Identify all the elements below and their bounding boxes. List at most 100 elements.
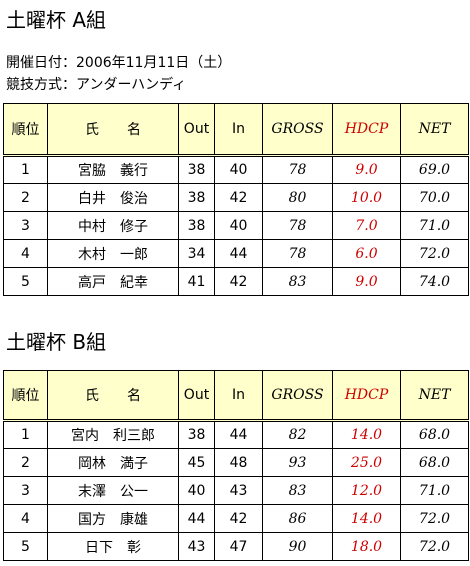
cell: 41 [178, 267, 215, 296]
cell: 71.0 [400, 211, 469, 240]
cell: 42 [214, 183, 263, 212]
data-row: 2 岡林 満子 45 48 93 25.0 68.0 [3, 448, 469, 477]
cell: 国方 康雄 [47, 504, 179, 533]
cell: 80 [262, 183, 333, 212]
score-table: 順位氏 名 Out In GROSS HDCP NET 1 宮脇 義行 38 40 78 9.0 69.… [3, 103, 469, 296]
cell: 9.0 [332, 267, 401, 296]
info-line: 競技方式：アンダーハンディ [6, 77, 187, 93]
cell: 44 [178, 504, 215, 533]
cell: 43 [178, 532, 215, 561]
cell: 72.0 [400, 504, 469, 533]
cell: 78 [262, 239, 333, 268]
table-head: 順位氏 名 Out In GROSS HDCP NET [3, 370, 469, 422]
header-cell: HDCP [332, 370, 401, 422]
cell: 6.0 [332, 239, 401, 268]
data-row: 2 白井 俊治 38 42 80 10.0 70.0 [3, 183, 469, 212]
cell: 18.0 [332, 532, 401, 561]
data-row: 1 宮脇 義行 38 40 78 9.0 69.0 [3, 155, 469, 184]
cell: 68.0 [400, 448, 469, 477]
cell: 86 [262, 504, 333, 533]
cell: 72.0 [400, 532, 469, 561]
header-cell: Out [178, 370, 215, 422]
data-row: 1 宮内 利三郎 38 44 82 14.0 68.0 [3, 420, 469, 449]
header-cell: Out [178, 103, 215, 157]
cell: 1 [3, 155, 48, 184]
data-row: 3 末澤 公一 40 43 83 12.0 71.0 [3, 476, 469, 505]
cell: 10.0 [332, 183, 401, 212]
cell: 42 [214, 504, 263, 533]
cell: 25.0 [332, 448, 401, 477]
cell: 5 [3, 267, 48, 296]
header-cell: GROSS [262, 103, 333, 157]
cell: 4 [3, 239, 48, 268]
cell: 34 [178, 239, 215, 268]
cell: 7.0 [332, 211, 401, 240]
cell: 白井 俊治 [47, 183, 179, 212]
cell: 4 [3, 504, 48, 533]
header-cell: NET [400, 103, 469, 157]
table-body: 1 宮脇 義行 38 40 78 9.0 69.0 2 白井 俊治 38 42 80 10.0 70.0 3… [3, 155, 469, 296]
cell: 38 [178, 183, 215, 212]
cell: 78 [262, 211, 333, 240]
cell: 9.0 [332, 155, 401, 184]
cell: 12.0 [332, 476, 401, 505]
header-row: 順位氏 名 Out In GROSS HDCP NET [3, 370, 469, 422]
header-cell: 順位 [3, 103, 48, 157]
cell: 40 [178, 476, 215, 505]
cell: 末澤 公一 [47, 476, 179, 505]
data-row: 4 木村 一郎 34 44 78 6.0 72.0 [3, 239, 469, 268]
cell: 38 [178, 155, 215, 184]
cell: 70.0 [400, 183, 469, 212]
header-cell: In [214, 103, 263, 157]
cell: 45 [178, 448, 215, 477]
cell: 78 [262, 155, 333, 184]
cell: 40 [214, 155, 263, 184]
info-line: 開催日付：2006年11月11日（土） [6, 55, 232, 71]
cell: 48 [214, 448, 263, 477]
cell: 69.0 [400, 155, 469, 184]
cell: 38 [178, 211, 215, 240]
cell: 宮脇 義行 [47, 155, 179, 184]
data-row: 5 日下 彰 43 47 90 18.0 72.0 [3, 532, 469, 561]
cell: 90 [262, 532, 333, 561]
cell: 43 [214, 476, 263, 505]
cell: 40 [214, 211, 263, 240]
cell: 2 [3, 183, 48, 212]
cell: 82 [262, 420, 333, 449]
cell: 5 [3, 532, 48, 561]
cell: 1 [3, 420, 48, 449]
cell: 47 [214, 532, 263, 561]
cell: 日下 彰 [47, 532, 179, 561]
header-cell: 氏 名 [47, 370, 179, 422]
cell: 高戸 紀幸 [47, 267, 179, 296]
header-cell: GROSS [262, 370, 333, 422]
header-cell: HDCP [332, 103, 401, 157]
cell: 38 [178, 420, 215, 449]
cell: 83 [262, 476, 333, 505]
cell: 2 [3, 448, 48, 477]
cell: 3 [3, 211, 48, 240]
cell: 72.0 [400, 239, 469, 268]
cell: 68.0 [400, 420, 469, 449]
table-body: 1 宮内 利三郎 38 44 82 14.0 68.0 2 岡林 満子 45 48 93 25.0 68.… [3, 420, 469, 561]
table-head: 順位氏 名 Out In GROSS HDCP NET [3, 103, 469, 157]
section-title: 土曜杯 B組 [6, 330, 107, 354]
cell: 83 [262, 267, 333, 296]
header-cell: 氏 名 [47, 103, 179, 157]
data-row: 3 中村 修子 38 40 78 7.0 71.0 [3, 211, 469, 240]
cell: 中村 修子 [47, 211, 179, 240]
data-row: 5 高戸 紀幸 41 42 83 9.0 74.0 [3, 267, 469, 296]
cell: 44 [214, 420, 263, 449]
section-title: 土曜杯 A組 [6, 8, 107, 32]
score-table: 順位氏 名 Out In GROSS HDCP NET 1 宮内 利三郎 38 44 82 14.0 6… [3, 370, 469, 561]
data-row: 4 国方 康雄 44 42 86 14.0 72.0 [3, 504, 469, 533]
cell: 71.0 [400, 476, 469, 505]
cell: 3 [3, 476, 48, 505]
cell: 93 [262, 448, 333, 477]
cell: 木村 一郎 [47, 239, 179, 268]
header-cell: In [214, 370, 263, 422]
cell: 14.0 [332, 420, 401, 449]
cell: 74.0 [400, 267, 469, 296]
cell: 14.0 [332, 504, 401, 533]
